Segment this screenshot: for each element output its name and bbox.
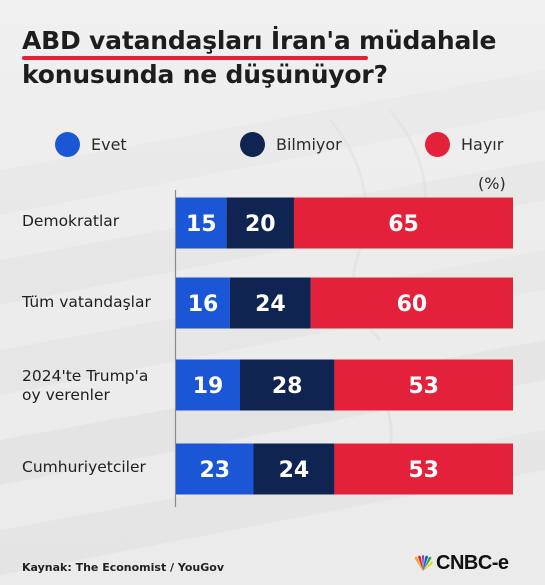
bar-bilmiyor-3: [253, 443, 335, 495]
legend-label-hayir: Hayır: [461, 134, 504, 154]
legend-swatch-bilmiyor: [240, 131, 265, 157]
data-label-bilmiyor-2: 28: [272, 374, 303, 399]
data-label-evet-1: 16: [188, 292, 219, 317]
data-label-bilmiyor-3: 24: [279, 458, 310, 483]
bar-hay-r-0: [293, 197, 513, 249]
nbc-peacock-icon: [414, 554, 433, 571]
category-label-tum-vatandaslar: Tüm vatandaşlar: [22, 293, 151, 311]
logo-text: CNBC-e: [436, 552, 509, 574]
bar-hay-r-2: [334, 359, 513, 411]
cnbc-e-logo: CNBC-e: [412, 552, 509, 575]
source-note: Kaynak: The Economist / YouGov: [22, 561, 224, 574]
bar-hay-r-1: [310, 277, 513, 329]
bar-evet-2: [176, 359, 240, 411]
data-label-hay-r-3: 53: [408, 458, 439, 483]
bar-bilmiyor-0: [226, 197, 294, 249]
data-label-hay-r-2: 53: [408, 374, 439, 399]
legend-item-evet: Evet: [55, 130, 127, 158]
legend-item-bilmiyor: Bilmiyor: [240, 130, 342, 158]
title-underline: [22, 56, 368, 60]
bar-evet-0: [176, 197, 227, 249]
legend-label-bilmiyor: Bilmiyor: [276, 134, 342, 154]
data-label-bilmiyor-0: 20: [245, 212, 276, 237]
legend-label-evet: Evet: [91, 134, 127, 154]
bar-bilmiyor-1: [229, 277, 311, 329]
chart-title-line-2: konusunda ne düşünüyor?: [22, 60, 388, 89]
bar-evet-1: [176, 277, 230, 329]
legend-item-hayir: Hayır: [425, 130, 503, 158]
unit-label: (%): [478, 174, 506, 193]
data-label-evet-2: 19: [193, 374, 224, 399]
bar-bilmiyor-2: [240, 359, 335, 411]
bar-hay-r-3: [334, 443, 513, 495]
data-label-evet-0: 15: [186, 212, 217, 237]
data-label-hay-r-0: 65: [388, 212, 419, 237]
category-label-cumhuriyetciler: Cumhuriyetciler: [22, 458, 146, 476]
data-label-bilmiyor-1: 24: [255, 292, 286, 317]
legend-swatch-hayir: [425, 131, 450, 157]
bar-evet-3: [176, 443, 254, 495]
category-label-trump-voters: 2024'te Trump'a oy verenler: [22, 367, 149, 404]
category-label-demokratlar: Demokratlar: [22, 212, 120, 230]
legend-swatch-evet: [55, 131, 80, 157]
data-label-evet-3: 23: [199, 458, 230, 483]
chart-title-line-1: ABD vatandaşları İran'a müdahale: [22, 26, 497, 55]
data-label-hay-r-1: 60: [397, 292, 428, 317]
